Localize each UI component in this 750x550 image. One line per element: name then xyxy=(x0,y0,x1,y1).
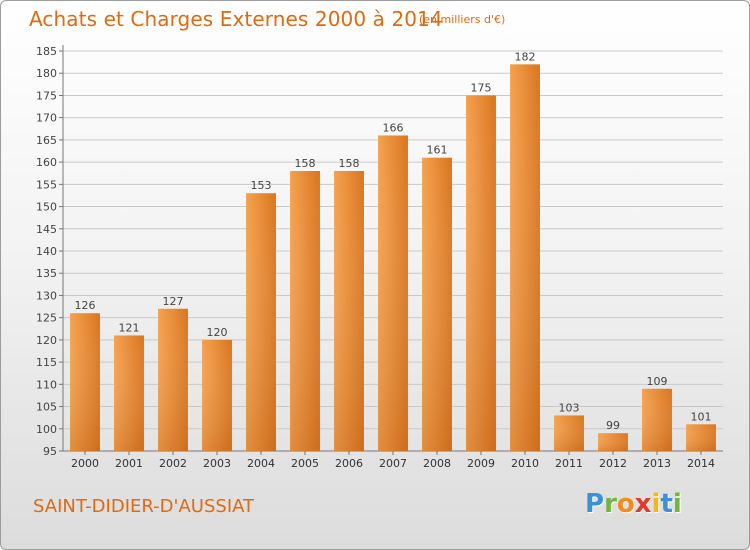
data-label: 158 xyxy=(295,157,316,170)
y-tick-label: 155 xyxy=(36,178,57,191)
data-label: 103 xyxy=(559,401,580,414)
y-tick-labels: 95 100 105 110 115 120 125 130 135 140 145 150 155 16… xyxy=(36,45,63,458)
logo-letter: i xyxy=(651,489,661,519)
y-tick-label: 160 xyxy=(36,156,57,169)
y-tick-label: 95 xyxy=(43,445,57,458)
bar-shade xyxy=(686,424,716,451)
bar-shade xyxy=(510,64,540,452)
x-tick-label: 2000 xyxy=(71,457,99,470)
commune-name: SAINT-DIDIER-D'AUSSIAT xyxy=(33,496,255,517)
x-tick-label: 2008 xyxy=(423,457,451,470)
bar-shade xyxy=(466,95,496,451)
y-tick-label: 145 xyxy=(36,223,57,236)
x-tick-label: 2011 xyxy=(555,457,583,470)
x-tick-label: 2010 xyxy=(511,457,539,470)
logo-letter: i xyxy=(672,489,682,519)
logo-letter: t xyxy=(660,489,673,519)
data-label: 161 xyxy=(427,144,448,157)
y-tick-label: 115 xyxy=(36,356,57,369)
bar-shade xyxy=(114,335,144,451)
data-label: 99 xyxy=(606,419,620,432)
y-tick-label: 125 xyxy=(36,312,57,325)
logo-letter: P xyxy=(585,489,605,519)
y-tick-label: 130 xyxy=(36,289,57,302)
data-label: 175 xyxy=(471,81,492,94)
y-tick-label: 150 xyxy=(36,201,57,214)
chart-title: Achats et Charges Externes 2000 à 2014 xyxy=(29,7,443,31)
bar-shade xyxy=(246,193,276,451)
data-label: 158 xyxy=(339,157,360,170)
proxiti-logo: Proxiti xyxy=(585,489,682,519)
bar-shade xyxy=(202,339,232,451)
x-tick-label: 2005 xyxy=(291,457,319,470)
data-label: 153 xyxy=(251,179,272,192)
y-tick-label: 180 xyxy=(36,67,57,80)
logo-letter: r xyxy=(604,489,617,519)
bar-shade xyxy=(422,157,452,451)
data-label: 109 xyxy=(647,375,668,388)
bar-shade xyxy=(642,388,672,451)
bar-shade xyxy=(334,171,364,451)
bar-shade xyxy=(378,135,408,451)
y-tick-label: 135 xyxy=(36,267,57,280)
logo-letter: o xyxy=(616,489,635,519)
y-tick-label: 165 xyxy=(36,134,57,147)
x-tick-label: 2006 xyxy=(335,457,363,470)
data-label: 166 xyxy=(383,121,404,134)
x-tick-label: 2003 xyxy=(203,457,231,470)
x-tick-label: 2004 xyxy=(247,457,275,470)
x-tick-label: 2014 xyxy=(687,457,715,470)
x-tick-label: 2012 xyxy=(599,457,627,470)
y-tick-label: 170 xyxy=(36,112,57,125)
y-tick-label: 110 xyxy=(36,378,57,391)
bar-shade xyxy=(554,415,584,451)
y-tick-label: 175 xyxy=(36,89,57,102)
logo-letter: x xyxy=(634,489,652,519)
data-label: 182 xyxy=(515,50,536,63)
data-label: 126 xyxy=(75,299,96,312)
bar-shade xyxy=(70,313,100,451)
y-tick-label: 185 xyxy=(36,45,57,58)
data-label: 121 xyxy=(119,321,140,334)
y-tick-label: 105 xyxy=(36,401,57,414)
y-tick-label: 100 xyxy=(36,423,57,436)
bar-shade xyxy=(158,308,188,451)
bar-shade xyxy=(598,433,628,451)
data-label: 120 xyxy=(207,326,228,339)
x-tick-label: 2002 xyxy=(159,457,187,470)
data-label: 127 xyxy=(163,295,184,308)
data-labels: 126 121 127 120 153 158 158 166 161 175 182 103 99 10… xyxy=(75,50,712,432)
y-tick-label: 140 xyxy=(36,245,57,258)
bars xyxy=(70,64,716,452)
bar-shade xyxy=(290,171,320,451)
x-tick-label: 2001 xyxy=(115,457,143,470)
x-tick-label: 2007 xyxy=(379,457,407,470)
x-tick-label: 2009 xyxy=(467,457,495,470)
chart-subtitle: (en milliers d'€) xyxy=(419,13,506,26)
y-tick-label: 120 xyxy=(36,334,57,347)
x-tick-labels: 2000 2001 2002 2003 2004 2005 2006 2007 2008 2009… xyxy=(71,451,715,470)
x-tick-label: 2013 xyxy=(643,457,671,470)
data-label: 101 xyxy=(691,410,712,423)
